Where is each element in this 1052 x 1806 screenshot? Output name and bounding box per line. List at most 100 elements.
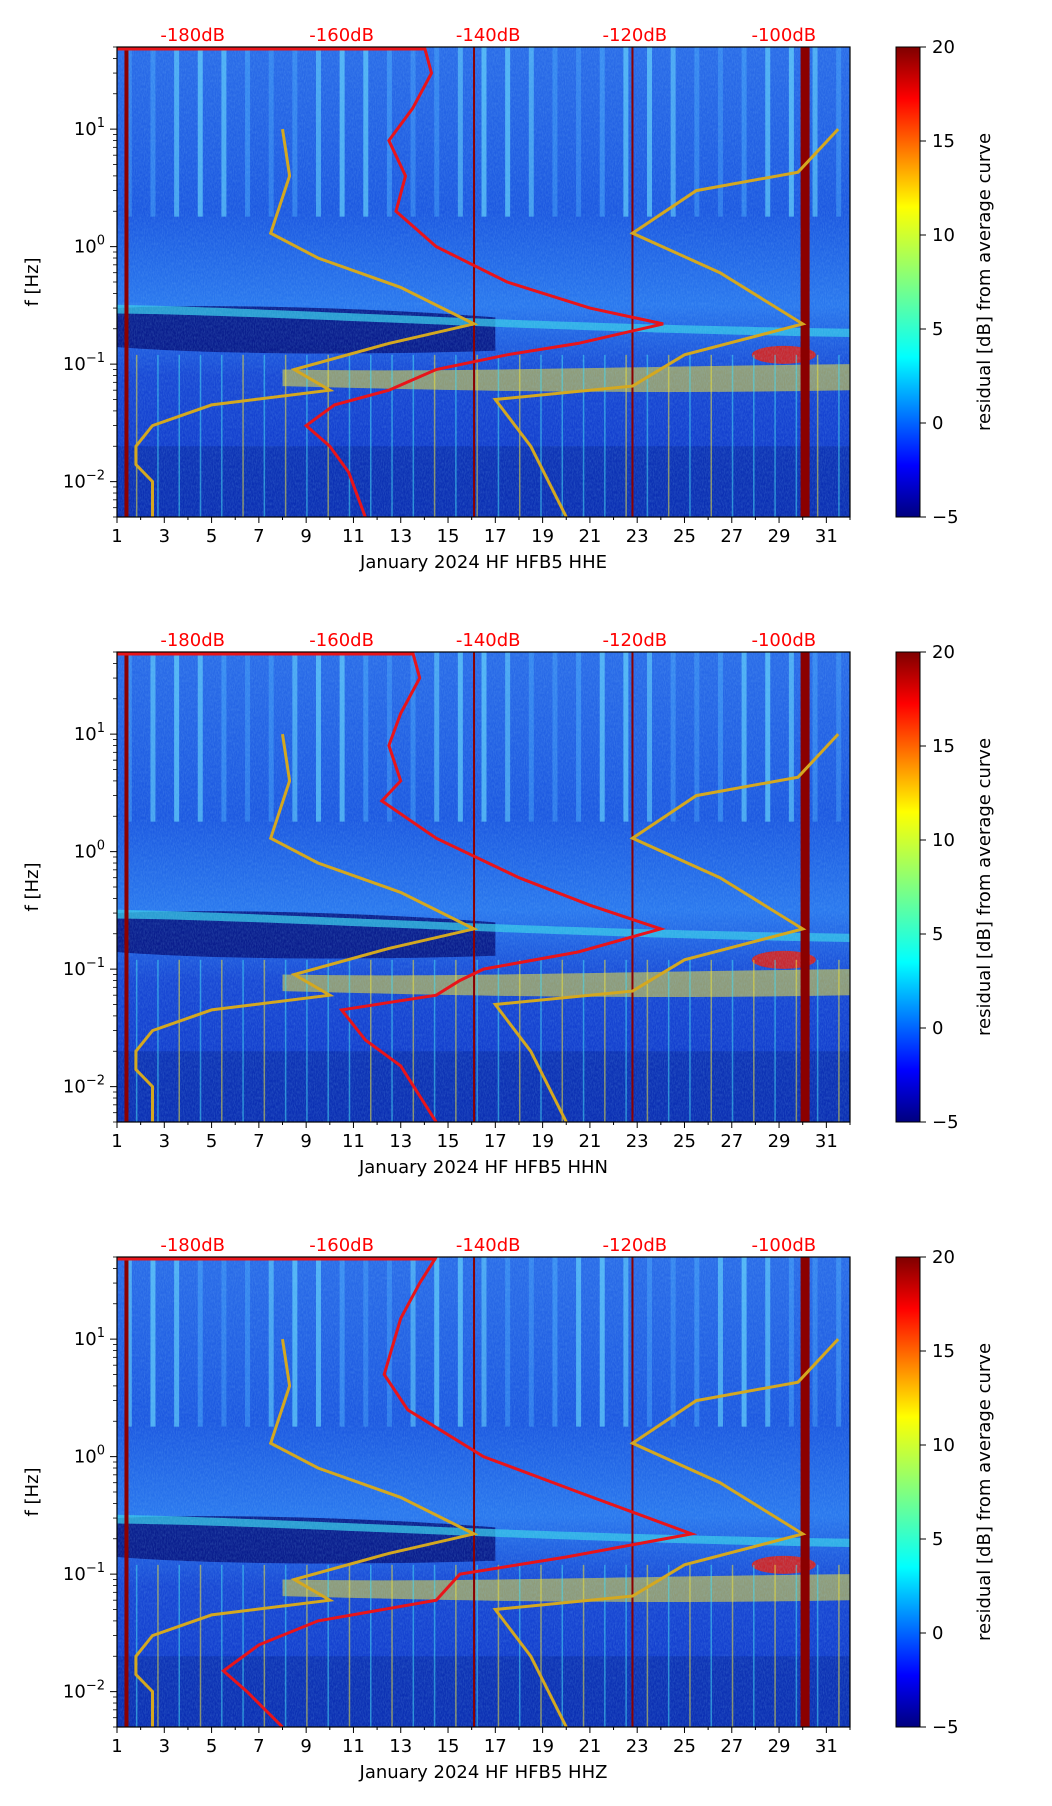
db-axis-label: -120dB <box>603 1235 668 1256</box>
gap-day-column <box>473 1257 476 1727</box>
colorbar-tick-label: 20 <box>932 37 955 58</box>
x-tick-label: 13 <box>389 1736 412 1757</box>
spectrogram-area <box>117 1257 850 1727</box>
gap-day-column <box>124 652 129 1122</box>
colorbar-tick-label: 0 <box>932 1018 943 1039</box>
x-tick-label: 13 <box>389 526 412 547</box>
db-axis-label: -140dB <box>456 1235 521 1256</box>
y-tick-label: 100 <box>74 234 105 258</box>
gap-day-column <box>631 652 634 1122</box>
x-axis-label: January 2024 HF HFB5 HHZ <box>359 1762 608 1783</box>
x-tick-label: 27 <box>720 1736 743 1757</box>
x-tick-label: 3 <box>159 1736 170 1757</box>
colorbar-tick-label: 15 <box>932 131 955 152</box>
average-curve <box>338 652 666 1122</box>
colorbar-tick-label: 10 <box>932 1435 955 1456</box>
colorbar-tick-label: 5 <box>932 924 943 945</box>
y-tick-label: 10−1 <box>63 1561 105 1585</box>
y-tick-label: 101 <box>74 116 105 140</box>
db-axis-label: -120dB <box>603 630 668 651</box>
db-axis-label: -100dB <box>751 25 816 46</box>
colorbar-tick-label: 5 <box>932 319 943 340</box>
db-axis-label: -160dB <box>309 630 374 651</box>
nhnm-curve <box>492 128 840 517</box>
x-tick-label: 5 <box>206 526 217 547</box>
x-tick-label: 19 <box>531 1736 554 1757</box>
x-tick-label: 27 <box>720 526 743 547</box>
x-tick-label: 23 <box>626 1736 649 1757</box>
db-axis-label: -140dB <box>456 630 521 651</box>
x-tick-label: 29 <box>768 1131 791 1152</box>
db-axis-label: -180dB <box>160 1235 225 1256</box>
y-axis-label: f [Hz] <box>22 1467 43 1516</box>
x-tick-label: 1 <box>111 1131 122 1152</box>
gap-day-column <box>631 47 634 517</box>
x-tick-label: 25 <box>673 526 696 547</box>
colorbar <box>895 651 921 1123</box>
x-tick-label: 19 <box>531 1131 554 1152</box>
colorbar-tick-label: −5 <box>932 1112 959 1133</box>
x-tick-label: 23 <box>626 1131 649 1152</box>
noise-texture <box>117 1257 850 1727</box>
db-axis-label: -160dB <box>309 1235 374 1256</box>
y-tick-label: 100 <box>74 1444 105 1468</box>
nlnm-curve <box>134 128 479 517</box>
gap-day-column <box>631 1257 634 1727</box>
colorbar-tick-label: 0 <box>932 413 943 434</box>
y-tick-label: 101 <box>74 721 105 745</box>
db-axis-label: -160dB <box>309 25 374 46</box>
gap-day-column <box>473 47 476 517</box>
x-tick-label: 9 <box>300 526 311 547</box>
x-tick-label: 15 <box>437 526 460 547</box>
db-axis-label: -100dB <box>751 630 816 651</box>
db-axis-label: -100dB <box>751 1235 816 1256</box>
x-tick-label: 7 <box>253 1736 264 1757</box>
x-tick-label: 31 <box>815 1736 838 1757</box>
nhnm-curve <box>492 1338 840 1727</box>
y-tick-label: 10−2 <box>63 469 105 493</box>
x-tick-label: 13 <box>389 1131 412 1152</box>
nlnm-curve <box>134 1338 479 1727</box>
x-axis-label: January 2024 HF HFB5 HHN <box>358 1157 608 1178</box>
x-tick-label: 17 <box>484 1131 507 1152</box>
x-tick-label: 11 <box>342 1736 365 1757</box>
average-curve <box>303 47 664 517</box>
gap-day-column <box>124 1257 129 1727</box>
y-tick-label: 100 <box>74 839 105 863</box>
colorbar-tick-label: 15 <box>932 1341 955 1362</box>
x-tick-label: 25 <box>673 1736 696 1757</box>
x-tick-label: 21 <box>578 526 601 547</box>
x-tick-label: 1 <box>111 526 122 547</box>
colorbar-tick-label: 20 <box>932 642 955 663</box>
x-tick-label: 21 <box>578 1736 601 1757</box>
nlnm-curve <box>134 733 479 1122</box>
db-axis-label: -140dB <box>456 25 521 46</box>
x-axis-label: January 2024 HF HFB5 HHE <box>359 552 607 573</box>
noise-texture <box>117 652 850 1122</box>
x-tick-label: 25 <box>673 1131 696 1152</box>
x-tick-label: 7 <box>253 526 264 547</box>
y-tick-label: 101 <box>74 1326 105 1350</box>
colorbar-tick-label: 10 <box>932 225 955 246</box>
x-tick-label: 7 <box>253 1131 264 1152</box>
colorbar-tick-label: −5 <box>932 507 959 528</box>
colorbar-tick-label: 20 <box>932 1247 955 1268</box>
x-tick-label: 9 <box>300 1736 311 1757</box>
colorbar-label: residual [dB] from average curve <box>974 133 995 431</box>
colorbar-tick-label: 0 <box>932 1623 943 1644</box>
colorbar-label: residual [dB] from average curve <box>974 1343 995 1641</box>
x-tick-label: 11 <box>342 526 365 547</box>
x-tick-label: 11 <box>342 1131 365 1152</box>
db-axis-label: -180dB <box>160 630 225 651</box>
x-tick-label: 15 <box>437 1131 460 1152</box>
x-tick-label: 9 <box>300 1131 311 1152</box>
noise-texture <box>117 47 850 517</box>
spectrogram-area <box>117 652 850 1122</box>
y-axis-label: f [Hz] <box>22 862 43 911</box>
x-tick-label: 3 <box>159 1131 170 1152</box>
db-axis-label: -180dB <box>160 25 225 46</box>
x-tick-label: 17 <box>484 1736 507 1757</box>
x-tick-label: 23 <box>626 526 649 547</box>
